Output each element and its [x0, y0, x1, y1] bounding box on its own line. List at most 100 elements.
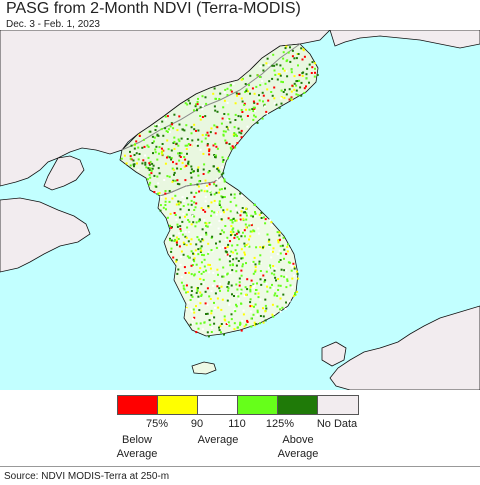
- ndvi-pixel: [172, 168, 175, 171]
- ndvi-pixel: [231, 263, 234, 266]
- ndvi-pixel: [253, 286, 255, 289]
- ndvi-pixel: [259, 278, 262, 281]
- ndvi-pixel: [205, 187, 208, 190]
- ndvi-pixel: [133, 165, 135, 168]
- ndvi-pixel: [160, 152, 163, 155]
- ndvi-pixel: [177, 268, 180, 271]
- ndvi-pixel: [213, 280, 216, 283]
- ndvi-pixel: [226, 126, 229, 129]
- ndvi-pixel: [185, 284, 188, 287]
- ndvi-pixel: [205, 313, 207, 315]
- ndvi-pixel: [267, 99, 270, 102]
- ndvi-pixel: [243, 251, 246, 254]
- ndvi-pixel: [178, 202, 181, 205]
- ndvi-pixel: [171, 180, 174, 183]
- ndvi-pixel: [187, 240, 190, 243]
- ndvi-pixel: [229, 84, 232, 87]
- ndvi-pixel: [222, 209, 225, 212]
- ndvi-pixel: [282, 57, 285, 60]
- ndvi-pixel: [273, 86, 276, 89]
- ndvi-pixel: [240, 257, 243, 260]
- ndvi-pixel: [274, 276, 277, 279]
- ndvi-pixel: [200, 295, 203, 297]
- ndvi-pixel: [254, 270, 257, 273]
- ndvi-pixel: [270, 91, 273, 93]
- ndvi-pixel: [241, 320, 244, 322]
- ndvi-pixel: [272, 247, 275, 250]
- ndvi-pixel: [190, 203, 193, 206]
- ndvi-pixel: [179, 229, 182, 232]
- ndvi-pixel: [234, 234, 237, 237]
- ndvi-pixel: [220, 218, 223, 221]
- ndvi-pixel: [257, 296, 260, 299]
- ndvi-pixel: [208, 150, 211, 153]
- ndvi-pixel: [284, 308, 287, 310]
- ndvi-pixel: [239, 322, 242, 325]
- ndvi-pixel: [186, 226, 189, 229]
- ndvi-pixel: [300, 81, 303, 84]
- ndvi-pixel: [174, 238, 176, 241]
- ndvi-pixel: [282, 67, 284, 70]
- ndvi-pixel: [214, 292, 217, 295]
- ndvi-pixel: [249, 74, 252, 77]
- ndvi-pixel: [230, 313, 233, 316]
- ndvi-pixel: [239, 218, 242, 221]
- ndvi-pixel: [147, 156, 150, 159]
- ndvi-pixel: [227, 113, 230, 116]
- ndvi-pixel: [155, 125, 158, 128]
- ndvi-pixel: [206, 144, 209, 147]
- ndvi-pixel: [283, 96, 286, 99]
- ndvi-pixel: [241, 231, 244, 234]
- ndvi-pixel: [272, 315, 275, 318]
- ndvi-pixel: [218, 191, 220, 194]
- ndvi-pixel: [215, 145, 218, 148]
- ndvi-pixel: [283, 248, 286, 251]
- ndvi-pixel: [166, 216, 169, 219]
- ndvi-pixel: [242, 211, 245, 214]
- ndvi-pixel: [235, 264, 238, 267]
- ndvi-pixel: [170, 149, 173, 152]
- ndvi-pixel: [236, 236, 239, 239]
- ndvi-pixel: [158, 152, 160, 155]
- ndvi-pixel: [221, 229, 224, 232]
- ndvi-pixel: [201, 328, 204, 331]
- ndvi-pixel: [214, 142, 217, 145]
- ndvi-pixel: [264, 319, 267, 322]
- ndvi-pixel: [237, 231, 240, 234]
- ndvi-pixel: [232, 258, 235, 261]
- ndvi-pixel: [195, 331, 198, 334]
- ndvi-pixel: [193, 123, 196, 126]
- ndvi-pixel: [204, 200, 207, 203]
- ndvi-pixel: [215, 246, 218, 249]
- ndvi-pixel: [219, 92, 222, 95]
- ndvi-pixel: [240, 132, 243, 135]
- ndvi-pixel: [251, 87, 254, 90]
- ndvi-pixel: [272, 53, 275, 56]
- ndvi-pixel: [204, 221, 207, 224]
- ndvi-pixel: [226, 246, 229, 248]
- ndvi-pixel: [208, 170, 211, 172]
- ndvi-pixel: [181, 232, 184, 234]
- ndvi-pixel: [202, 168, 205, 171]
- ndvi-pixel: [200, 283, 203, 286]
- ndvi-pixel: [245, 212, 248, 215]
- ndvi-pixel: [190, 264, 193, 267]
- ndvi-pixel: [291, 49, 294, 52]
- ndvi-pixel: [206, 312, 209, 315]
- ndvi-pixel: [233, 193, 236, 196]
- footer-divider: [0, 466, 480, 467]
- ndvi-pixel: [240, 136, 243, 139]
- ndvi-pixel: [191, 214, 194, 217]
- ndvi-pixel: [253, 108, 256, 111]
- ndvi-pixel: [193, 128, 196, 131]
- ndvi-pixel: [184, 230, 187, 233]
- ndvi-pixel: [243, 104, 246, 106]
- ndvi-pixel: [279, 308, 281, 311]
- ndvi-pixel: [137, 158, 140, 161]
- ndvi-pixel: [226, 253, 229, 256]
- ndvi-pixel: [213, 154, 216, 156]
- ndvi-pixel: [250, 224, 253, 227]
- ndvi-pixel: [220, 323, 223, 325]
- dmz-border: [159, 175, 223, 197]
- ndvi-pixel: [176, 272, 179, 275]
